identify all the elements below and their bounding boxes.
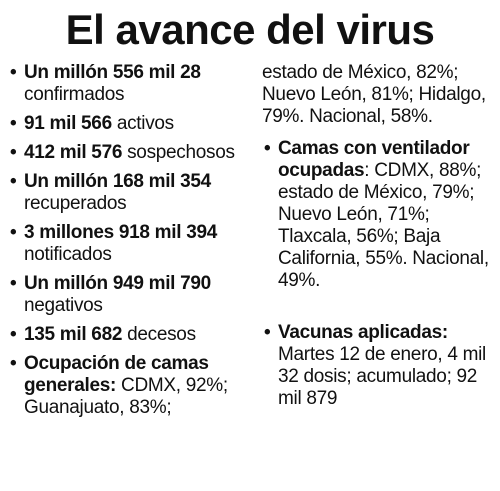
stat-value: 91 mil 566 [24,113,112,134]
list-item: • 412 mil 576 sospechosos [8,142,256,164]
bullet-icon: • [10,222,17,243]
list-item: • 135 mil 682 decesos [8,324,256,346]
stats-list-right: estado de México, 82%; Nuevo León, 81%; … [262,62,494,417]
bullet-icon: • [10,62,17,83]
bullet-icon: • [264,138,271,159]
stat-value: Un millón 556 mil 28 [24,62,201,83]
stat-label: negativos [24,295,103,316]
list-item: • Un millón 556 mil 28 confirmados [8,62,256,106]
list-item: • Camas con ventilador ocupadas: CDMX, 88… [262,138,494,292]
bullet-icon: • [10,113,17,134]
stat-label: Martes 12 de enero, 4 mil 32 dosis; acum… [278,344,486,409]
stat-label: confirmados [24,84,125,105]
stat-value: Vacunas aplicadas: [278,322,448,343]
list-item: • Vacunas aplicadas: Martes 12 de enero, … [262,322,494,410]
stat-value: 135 mil 682 [24,324,123,345]
stat-label: CDMX, 92%; Guanajuato, 83%; [24,375,228,418]
list-item: • 91 mil 566 activos [8,113,256,135]
stat-label: recuperados [24,193,127,214]
stat-label: decesos [122,324,196,345]
list-item: • Ocupación de camas generales: CDMX, 92%… [8,353,256,419]
stat-label: activos [111,113,174,134]
bullet-icon: • [10,353,17,374]
stat-label: notificados [24,244,112,265]
bullet-icon: • [10,142,17,163]
bullet-icon: • [264,322,271,343]
stat-value: Un millón 168 mil 354 [24,171,211,192]
stat-value: Un millón 949 mil 790 [24,273,211,294]
bullet-icon: • [10,273,17,294]
bullet-icon: • [10,171,17,192]
stat-value: 3 millones 918 mil 394 [24,222,218,243]
bullet-icon: • [10,324,17,345]
continued-text: estado de México, 82%; Nuevo León, 81%; … [262,62,486,127]
stat-label: : CDMX, 88%; estado de México, 79%; Nuev… [278,160,489,291]
stat-value: Camas con ventilador ocupadas [278,138,470,181]
page-title: El avance del virus [65,6,435,53]
stat-label: sospechosos [122,142,235,163]
stat-value: 412 mil 576 [24,142,123,163]
stats-list-left: • Un millón 556 mil 28 confirmados • 91 mi… [8,62,256,426]
list-item: • Un millón 168 mil 354 recuperados [8,171,256,215]
list-item: • Un millón 949 mil 790 negativos [8,273,256,317]
list-item: • 3 millones 918 mil 394 notificados [8,222,256,266]
stat-value: Ocupación de camas generales: [24,353,209,396]
